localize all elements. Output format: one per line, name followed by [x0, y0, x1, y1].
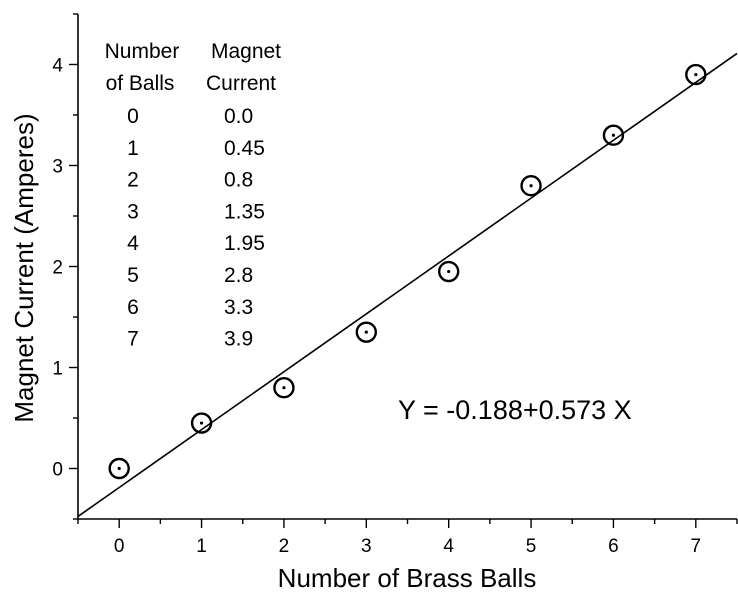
table-cell-current: 1.35	[224, 200, 265, 223]
data-point	[355, 321, 378, 343]
table-cell-balls: 6	[127, 296, 139, 319]
table-cell-balls: 4	[127, 232, 139, 255]
data-point-center-dot	[611, 133, 616, 137]
x-tick-label: 4	[443, 536, 454, 557]
data-table: Number of Balls Magnet Current 0 0.0 1 0.45…	[105, 40, 282, 351]
data-point-center-dot	[117, 466, 121, 471]
table-cell-current: 3.9	[224, 328, 253, 351]
x-tick-label: 3	[361, 536, 372, 557]
data-point	[108, 457, 130, 480]
y-axis-title: Magnet Current (Amperes)	[9, 113, 39, 422]
x-tick-label: 5	[526, 536, 537, 557]
data-point	[437, 260, 460, 283]
data-point	[520, 174, 542, 197]
table-header-col1-line1: Number	[105, 40, 180, 63]
data-point-center-dot	[199, 421, 204, 425]
table-cell-current: 3.3	[224, 296, 253, 319]
x-tick-label: 0	[114, 536, 125, 557]
data-point-center-dot	[364, 330, 368, 334]
fit-equation: Y = -0.188+0.573 X	[398, 395, 632, 425]
data-point-marker	[273, 377, 295, 399]
y-tick-label: 1	[52, 359, 63, 380]
y-tick-label: 4	[52, 56, 63, 77]
table-cell-balls: 2	[127, 169, 139, 192]
table-cell-balls: 5	[127, 264, 139, 287]
data-point-center-dot	[282, 386, 286, 390]
fit-line-layer	[77, 52, 738, 518]
data-point-center-dot	[694, 73, 698, 77]
data-point-marker	[190, 412, 213, 434]
x-tick-label: 6	[608, 536, 619, 557]
x-tick-label: 7	[691, 536, 702, 557]
table-cell-current: 0.0	[224, 105, 253, 128]
table-header-col2-line2: Current	[206, 72, 276, 95]
table-cell-current: 1.95	[224, 232, 265, 255]
table-cell-current: 0.8	[224, 169, 253, 192]
y-tick-label: 3	[52, 157, 63, 178]
data-point	[273, 377, 295, 399]
data-points	[108, 63, 707, 480]
data-point-marker	[108, 457, 130, 480]
table-cell-balls: 3	[127, 200, 139, 223]
data-point-marker	[355, 321, 378, 343]
x-tick-label: 2	[279, 536, 290, 557]
table-cell-balls: 0	[127, 105, 139, 128]
axes	[77, 14, 737, 520]
table-header-col2-line1: Magnet	[211, 40, 281, 63]
x-axis-title: Number of Brass Balls	[278, 563, 537, 593]
table-rows: 0 0.0 1 0.45 2 0.8 3 1.35 4 1.95 5 2.8 6 3.3 7 3.9	[127, 105, 265, 351]
data-point-marker	[437, 260, 460, 283]
table-cell-balls: 1	[127, 137, 139, 160]
data-point	[685, 63, 707, 86]
table-cell-current: 2.8	[224, 264, 253, 287]
data-point-marker	[685, 63, 707, 86]
fit-line	[77, 52, 738, 518]
table-cell-current: 0.45	[224, 137, 265, 160]
y-tick-label: 2	[52, 258, 63, 279]
data-point-center-dot	[447, 269, 451, 274]
data-point-marker	[520, 174, 542, 197]
data-point	[602, 124, 625, 146]
data-point-center-dot	[529, 184, 533, 188]
table-header-col1-line2: of Balls	[106, 72, 175, 95]
data-point-marker	[602, 124, 625, 146]
y-tick-label: 0	[52, 460, 63, 481]
tick-marks	[69, 13, 738, 528]
table-cell-balls: 7	[127, 328, 139, 351]
tick-labels: 0 1 2 3 4 5 6 7 0 1 2 3 4	[52, 56, 701, 558]
data-point	[190, 412, 213, 434]
x-tick-label: 1	[196, 536, 207, 557]
